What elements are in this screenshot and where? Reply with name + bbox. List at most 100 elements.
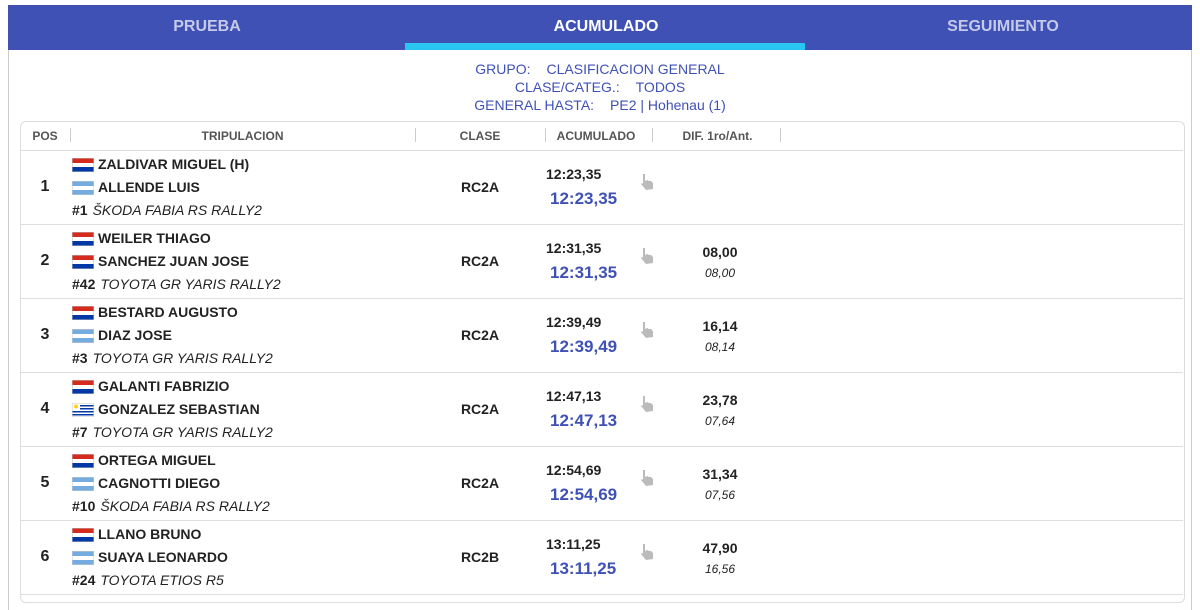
tab[interactable]: PRUEBA [173,18,241,35]
info-value: PE2 | Hohenau (1) [610,97,726,113]
codriver-name: DIAZ JOSE [98,327,172,343]
column-header: DIF. 1ro/Ant. [682,129,753,143]
column-separator [780,128,781,142]
detail-button[interactable] [637,542,657,562]
position: 2 [40,252,50,269]
flag [72,181,94,195]
stage-time: 13:11,25 [546,536,601,552]
car-model: TOYOTA GR YARIS RALLY2 [100,276,281,292]
header-line [21,150,1183,151]
stage-time: 12:31,35 [546,240,602,256]
flag [72,477,94,491]
stage-time: 12:23,35 [546,166,602,182]
car-number: #7 [72,424,88,440]
class: RC2B [460,549,500,565]
column-separator [545,128,546,142]
difference-first: 47,90 [702,540,738,556]
difference-first: 08,00 [702,244,738,260]
codriver-name: GONZALEZ SEBASTIAN [98,401,260,417]
info-line: GRUPO: CLASIFICACION GENERAL [0,61,1200,79]
info-label: GENERAL HASTA: [474,97,595,113]
flag [72,255,94,269]
codriver-name: SANCHEZ JUAN JOSE [98,253,249,269]
car-model: ŠKODA FABIA RS RALLY2 [100,498,270,514]
tab-bar [8,5,1192,50]
flag [72,528,94,542]
total-time: 12:31,35 [550,263,618,282]
stage-time: 12:47,13 [546,388,602,404]
driver-name: BESTARD AUGUSTO [98,304,238,320]
codriver-name: SUAYA LEONARDO [98,549,228,565]
active-tab-indicator [405,43,805,50]
car-number: #1 [72,202,88,218]
detail-button[interactable] [637,172,657,192]
car-number: #3 [72,350,88,366]
info-line: CLASE/CATEG.: TODOS [0,79,1200,97]
info-value: TODOS [635,79,686,95]
car-model: TOYOTA GR YARIS RALLY2 [92,350,273,366]
driver-name: LLANO BRUNO [98,526,202,542]
driver-name: GALANTI FABRIZIO [98,378,230,394]
info-label: GRUPO: [475,61,531,77]
flag [72,306,94,320]
tab[interactable]: SEGUIMIENTO [947,18,1059,35]
total-time: 13:11,25 [550,559,617,578]
class: RC2A [460,327,500,343]
flag [72,551,94,565]
column-separator [70,128,71,142]
flag [72,329,94,343]
detail-button[interactable] [637,320,657,340]
detail-button[interactable] [637,246,657,266]
car: #24 TOYOTA ETIOS R5 [72,572,224,588]
row-line [21,520,1183,521]
total-time: 12:23,35 [550,189,618,208]
info-label: CLASE/CATEG.: [514,79,620,95]
total-time: 12:54,69 [550,485,618,504]
car: #1 ŠKODA FABIA RS RALLY2 [72,202,262,218]
car: #7 TOYOTA GR YARIS RALLY2 [72,424,273,440]
flag [72,380,94,394]
position: 1 [40,178,50,195]
difference-first: 31,34 [702,466,738,482]
difference-previous: 16,56 [704,562,736,576]
column-separator [415,128,416,142]
car-number: #10 [72,498,96,514]
flag [72,158,94,172]
difference-first: 23,78 [702,392,738,408]
car: #10 ŠKODA FABIA RS RALLY2 [72,498,270,514]
page: (() => { const data = JSON.parse(documen… [0,5,1200,610]
car-number: #42 [72,276,96,292]
panel [8,50,1192,610]
total-time: 12:39,49 [550,337,618,356]
position: 3 [40,326,50,343]
column-header: TRIPULACION [201,129,284,143]
difference-previous: 08,00 [704,266,736,280]
info-value: CLASIFICACION GENERAL [546,61,725,77]
codriver-name: ALLENDE LUIS [98,179,200,195]
detail-button[interactable] [637,394,657,414]
position: 4 [40,400,50,417]
column-header: POS [32,129,58,143]
class: RC2A [460,401,500,417]
driver-name: ORTEGA MIGUEL [98,452,216,468]
car-model: ŠKODA FABIA RS RALLY2 [92,202,262,218]
car: #3 TOYOTA GR YARIS RALLY2 [72,350,273,366]
car-number: #24 [72,572,96,588]
flag [72,232,94,246]
position: 6 [40,548,50,565]
tab[interactable]: ACUMULADO [553,18,659,35]
car-model: TOYOTA GR YARIS RALLY2 [92,424,273,440]
car: #42 TOYOTA GR YARIS RALLY2 [72,276,281,292]
difference-previous: 08,14 [704,340,736,354]
driver-name: WEILER THIAGO [98,230,211,246]
driver-name: ZALDIVAR MIGUEL (H) [98,156,250,172]
class: RC2A [460,475,500,491]
row-line [21,594,1183,595]
difference-previous: 07,64 [704,414,736,428]
detail-button[interactable] [637,468,657,488]
stage-time: 12:39,49 [546,314,602,330]
row-line [21,372,1183,373]
column-separator [652,128,653,142]
column-header: CLASE [459,129,501,143]
flag [72,403,94,417]
